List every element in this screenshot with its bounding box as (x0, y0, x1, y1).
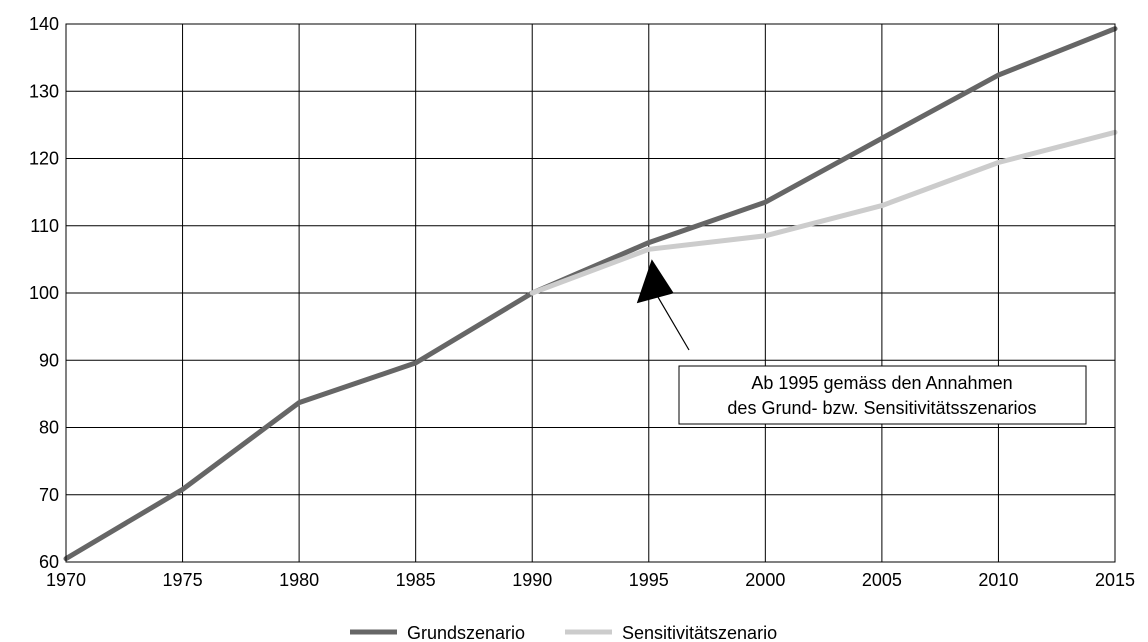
y-tick-label: 60 (39, 552, 59, 572)
y-tick-label: 80 (39, 418, 59, 438)
x-tick-label: 2000 (745, 570, 785, 590)
x-tick-labels: 1970 1975 1980 1985 1990 1995 2000 2005 2010 2015 (46, 570, 1135, 590)
annotation-box (678, 365, 1087, 425)
y-tick-label: 100 (29, 283, 59, 303)
annotation-arrow (655, 292, 690, 351)
series-lines (63, 26, 1118, 562)
annotation-line-1: Ab 1995 gemäss den Annahmen (751, 373, 1012, 393)
annotation-arrowhead (636, 259, 674, 304)
x-tick-label: 1975 (163, 570, 203, 590)
y-tick-label: 130 (29, 81, 59, 101)
annotation-line-2: des Grund- bzw. Sensitivitätsszenarios (727, 398, 1036, 418)
y-tick-label: 120 (29, 149, 59, 169)
y-tick-label: 70 (39, 485, 59, 505)
x-tick-label: 2005 (862, 570, 902, 590)
x-tick-label: 2015 (1095, 570, 1135, 590)
y-tick-label: 140 (29, 14, 59, 34)
y-tick-label: 90 (39, 350, 59, 370)
plot-border (65, 23, 1116, 563)
x-tick-label: 1980 (279, 570, 319, 590)
series-line-sensitivitaetszenario (529, 129, 1118, 296)
x-tick-label: 2010 (978, 570, 1018, 590)
legend: Grundszenario Sensitivitätszenario (350, 623, 777, 642)
legend-label-sensitivitaetszenario: Sensitivitätszenario (622, 623, 777, 642)
x-tick-label: 1990 (512, 570, 552, 590)
legend-label-grundszenario: Grundszenario (407, 623, 525, 642)
annotation: Ab 1995 gemäss den Annahmen des Grund- b… (636, 259, 1087, 425)
y-tick-labels: 60 70 80 90 100 110 120 130 140 (29, 14, 59, 572)
x-tick-label: 1985 (396, 570, 436, 590)
x-tick-label: 1970 (46, 570, 86, 590)
series-line-grundszenario (63, 26, 1118, 562)
y-tick-label: 110 (30, 216, 59, 236)
x-tick-label: 1995 (629, 570, 669, 590)
